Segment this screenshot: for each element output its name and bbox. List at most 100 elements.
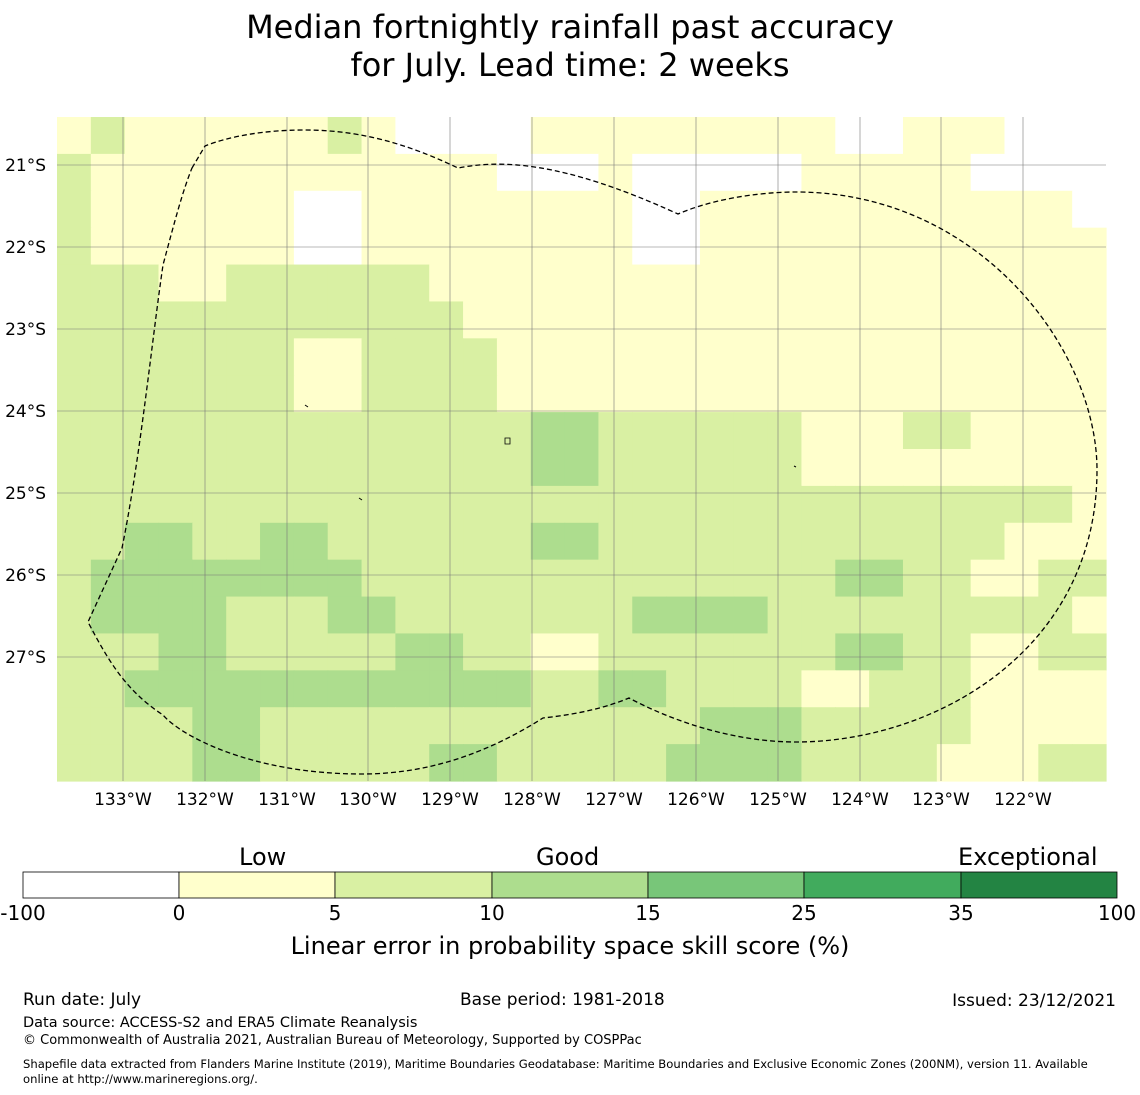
skill-cell (496, 449, 532, 487)
skill-cell (429, 338, 464, 376)
latitude-labels: 21°S 22°S 23°S 24°S 25°S 26°S 27°S (5, 156, 46, 668)
skill-cell (1004, 190, 1039, 229)
skill-cell (226, 449, 261, 487)
skill-cell (733, 153, 769, 192)
skill-cell (970, 559, 1006, 598)
skill-cell (124, 412, 160, 450)
skill-cell (666, 744, 701, 782)
copyright-notice: © Commonwealth of Australia 2021, Austra… (23, 1033, 642, 1048)
skill-cell (970, 301, 1006, 339)
skill-cell (936, 153, 972, 192)
skill-cell (90, 744, 126, 782)
skill-cell (395, 559, 430, 598)
skill-cell (598, 670, 633, 708)
skill-cell (1004, 633, 1039, 671)
skill-cell (192, 633, 227, 671)
skill-cell (327, 227, 363, 266)
skill-cell (395, 485, 430, 524)
skill-cell (90, 522, 126, 561)
skill-cell (699, 633, 735, 671)
skill-cell (226, 412, 261, 450)
skill-cell (835, 707, 870, 745)
skill-cell (970, 449, 1006, 487)
skill-cell (1038, 375, 1073, 413)
skill-cell (970, 117, 1006, 155)
skill-cell (192, 707, 227, 745)
skill-cell (902, 264, 938, 303)
skill-cell (124, 670, 160, 708)
skill-cell (395, 633, 430, 671)
skill-cell (57, 670, 92, 708)
skill-cell (564, 227, 600, 266)
skill-cell (699, 485, 735, 524)
skill-cell (496, 707, 532, 745)
skill-cell (1038, 522, 1073, 561)
skill-cell (902, 153, 938, 192)
skill-cell (1072, 707, 1107, 745)
skill-cell (57, 707, 92, 745)
skill-cell (192, 412, 227, 450)
skill-cell (632, 522, 667, 561)
skill-cell (530, 522, 566, 561)
colorbar-tick-label: 35 (948, 901, 973, 925)
skill-cell (902, 375, 938, 413)
skill-cell (429, 264, 464, 303)
skill-cell (429, 559, 464, 598)
skill-cell (1072, 264, 1107, 303)
skill-cell (496, 633, 532, 671)
skill-cell (1072, 670, 1107, 708)
skill-cell (902, 596, 938, 635)
island-marker (504, 437, 511, 445)
skill-cell (496, 375, 532, 413)
skill-cell (57, 485, 92, 524)
skill-cell (158, 301, 193, 339)
latitude-tick-label: 26°S (5, 566, 46, 586)
skill-cell (293, 338, 329, 376)
skill-cell (801, 522, 836, 561)
skill-cell (293, 485, 329, 524)
skill-cell (666, 117, 701, 155)
skill-cell (361, 153, 396, 192)
colorbar-segment (334, 871, 493, 899)
skill-cell (699, 596, 735, 635)
map-title-line-1: Median fortnightly rainfall past accurac… (246, 8, 894, 46)
skill-cell (699, 559, 735, 598)
skill-cell (699, 412, 735, 450)
skill-cell (530, 485, 566, 524)
skill-cell (1038, 153, 1073, 192)
skill-cell (463, 301, 498, 339)
skill-cell (1038, 264, 1073, 303)
skill-cell (666, 596, 701, 635)
skill-cell (463, 744, 498, 782)
colorbar-segment (178, 871, 336, 899)
skill-cell (361, 596, 396, 635)
skill-cell (57, 412, 92, 450)
skill-cell (293, 412, 329, 450)
skill-cell (293, 633, 329, 671)
skill-cell (970, 227, 1006, 266)
skill-cell (429, 596, 464, 635)
skill-cell (1038, 227, 1073, 266)
skill-cell (936, 744, 972, 782)
longitude-tick-label: 126°W (667, 790, 725, 810)
skill-cell (632, 227, 667, 266)
skill-cell (666, 301, 701, 339)
skill-cell (395, 596, 430, 635)
skill-cell (869, 670, 904, 708)
skill-cell (699, 190, 735, 229)
skill-cell (463, 153, 498, 192)
skill-cell (564, 559, 600, 598)
skill-cell (429, 301, 464, 339)
skill-cell (293, 301, 329, 339)
skill-cell (124, 338, 160, 376)
skill-cell (429, 707, 464, 745)
skill-cell (869, 485, 904, 524)
skill-cell (192, 338, 227, 376)
skill-cell (158, 744, 193, 782)
colorbar-segment (803, 871, 962, 899)
skill-cell (530, 338, 566, 376)
skill-cell (598, 264, 633, 303)
skill-cell (767, 485, 803, 524)
skill-cell (327, 670, 363, 708)
skill-cell (564, 338, 600, 376)
